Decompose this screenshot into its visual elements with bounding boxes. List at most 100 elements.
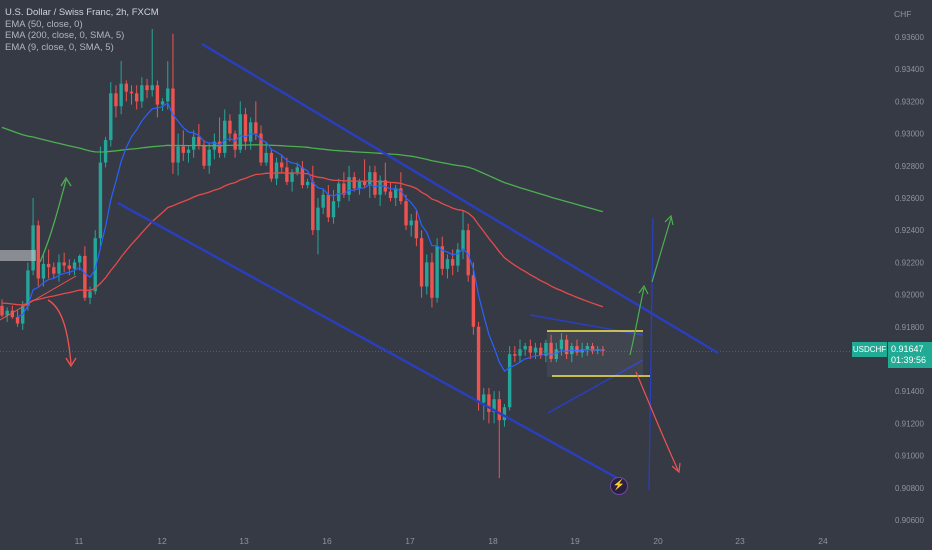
- candle-body: [331, 201, 336, 218]
- candle-body: [295, 167, 299, 173]
- price-tick-label: 0.91400: [895, 387, 924, 396]
- candle-body: [357, 181, 362, 189]
- candle-body: [72, 262, 77, 269]
- time-tick-label: 13: [239, 536, 249, 546]
- candle-body: [316, 207, 320, 231]
- range-box: [547, 331, 643, 377]
- candle-body: [217, 141, 222, 153]
- candle-body: [305, 181, 310, 186]
- candle-body: [176, 146, 180, 163]
- candle-body: [533, 347, 538, 353]
- candle-body: [98, 162, 103, 239]
- wedge-lower-line: [547, 359, 644, 414]
- indicator-ema200[interactable]: EMA (200, close, 0, SMA, 5): [5, 30, 125, 41]
- candle-body: [134, 93, 139, 102]
- left-up-arrowhead: [60, 176, 72, 187]
- candle-body: [15, 317, 20, 324]
- candle-body: [36, 225, 40, 279]
- candle-body: [482, 394, 486, 403]
- right-down-arrow: [635, 371, 679, 471]
- candle-body: [362, 181, 367, 186]
- candle-body: [373, 172, 377, 195]
- right-up-arrow-long: [651, 217, 672, 283]
- price-tick-label: 0.93000: [895, 130, 924, 139]
- candle-body: [191, 136, 196, 150]
- candle-body: [181, 146, 185, 153]
- candle-body: [585, 346, 590, 350]
- symbol-title[interactable]: U.S. Dollar / Swiss Franc, 2h, FXCM: [5, 7, 159, 18]
- candle-body: [471, 275, 476, 327]
- price-tick-label: 0.91200: [895, 419, 924, 428]
- candle-body: [337, 183, 341, 202]
- candle-body: [347, 177, 351, 195]
- candle-body: [435, 246, 439, 298]
- time-tick-label: 23: [735, 536, 745, 546]
- candle-body: [5, 310, 9, 316]
- candle-body: [259, 133, 263, 163]
- candle-body: [456, 249, 460, 266]
- candle-body: [0, 305, 4, 316]
- candle-body: [57, 262, 61, 274]
- candle-body: [523, 346, 527, 350]
- price-tick-label: 0.93400: [895, 65, 924, 74]
- time-tick-label: 12: [157, 536, 167, 546]
- candle-body: [544, 342, 548, 356]
- left-trend-line: [0, 275, 77, 321]
- candle-body: [590, 346, 595, 351]
- time-axis[interactable]: 11 12 13 16 17 18 19 20 23 24: [75, 536, 828, 546]
- chart-legend: U.S. Dollar / Swiss Franc, 2h, FXCM EMA …: [5, 7, 159, 53]
- candle-body: [171, 88, 175, 163]
- candle-body: [440, 246, 444, 269]
- price-tick-label: 0.92200: [895, 258, 924, 267]
- symbol-price-label: USDCHF: [852, 342, 887, 357]
- candle-body: [31, 225, 35, 271]
- candle-body: [388, 191, 393, 198]
- drawings-layer: [0, 42, 719, 491]
- candle-body: [564, 339, 569, 355]
- left-down-arrow: [47, 299, 72, 365]
- candle-body: [326, 194, 331, 218]
- candle-body: [419, 238, 424, 287]
- candle-body: [88, 291, 92, 298]
- candle-body: [342, 183, 346, 195]
- ema200-line: [1, 126, 604, 213]
- candle-body: [155, 85, 160, 105]
- candle-body: [129, 91, 134, 94]
- candle-body: [575, 346, 579, 353]
- candle-body: [518, 349, 522, 356]
- time-tick-label: 17: [405, 536, 415, 546]
- candle-body: [399, 188, 403, 202]
- candle-body: [311, 181, 315, 231]
- right-up-arrowhead-long: [664, 214, 674, 226]
- time-tick-label: 16: [322, 536, 332, 546]
- candle-body: [78, 255, 82, 263]
- right-up-arrowhead-short: [638, 284, 649, 295]
- candle-body: [202, 144, 206, 166]
- price-tick-label: 0.92600: [895, 194, 924, 203]
- candle-body: [83, 255, 87, 298]
- candle-body: [461, 230, 465, 250]
- indicator-ema9[interactable]: EMA (9, close, 0, SMA, 5): [5, 41, 114, 53]
- candle-body: [150, 85, 154, 91]
- candle-body: [409, 220, 413, 226]
- candle-body: [140, 85, 144, 102]
- candle-body: [233, 133, 237, 150]
- candle-body: [290, 172, 294, 182]
- candle-body: [404, 201, 408, 226]
- time-tick-label: 24: [818, 536, 828, 546]
- price-tick-label: 0.90800: [895, 484, 924, 493]
- indicator-ema50[interactable]: EMA (50, close, 0): [5, 18, 83, 30]
- candle-body: [280, 162, 284, 168]
- lightning-icon[interactable]: ⚡: [610, 477, 628, 495]
- last-price-tag: 0.91647 01:39:56: [888, 342, 932, 368]
- candle-body: [383, 180, 388, 192]
- time-tick-label: 20: [653, 536, 663, 546]
- price-axis[interactable]: 0.93600 0.93400 0.93200 0.93000 0.92800 0.926…: [895, 33, 924, 525]
- candle-body: [425, 262, 429, 287]
- candle-body: [445, 259, 450, 269]
- candles-layer: [0, 28, 605, 479]
- price-tick-label: 0.91000: [895, 452, 924, 461]
- candle-body: [549, 342, 553, 359]
